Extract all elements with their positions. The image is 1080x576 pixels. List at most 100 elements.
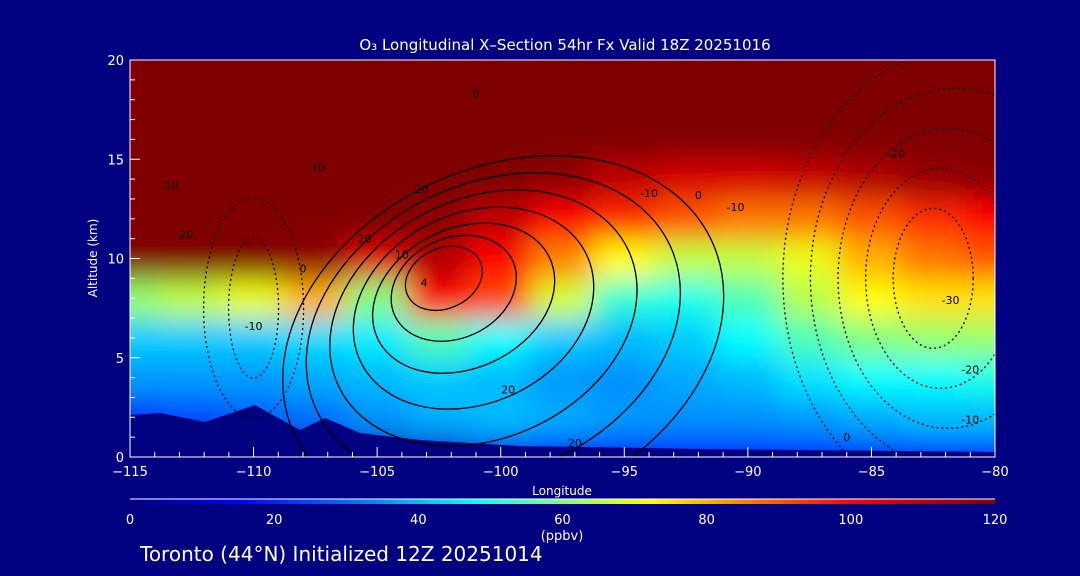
heatmap-cell: [839, 60, 904, 81]
heatmap-cell: [592, 317, 657, 359]
heatmap-cell: [530, 118, 595, 161]
contour-line: [390, 234, 517, 342]
contour-label: -30: [942, 294, 960, 307]
heatmap-cell: [468, 356, 533, 399]
heatmap-cell: [345, 60, 410, 81]
heatmap-cell: [130, 277, 162, 320]
contour-label: -20: [961, 364, 979, 377]
contour-line: [371, 222, 556, 374]
contour-label: -10: [161, 179, 179, 192]
heatmap-cell: [468, 237, 533, 280]
contour-label: -20: [175, 229, 193, 242]
heatmap-cell: [654, 356, 718, 399]
contour-label: 10: [311, 161, 325, 174]
terrain-mask: [130, 405, 995, 457]
x-tick-label: −90: [734, 465, 761, 480]
heatmap-cell: [901, 356, 966, 399]
x-tick-label: −115: [112, 465, 148, 480]
heatmap-cell: [530, 277, 595, 320]
contour-line: [227, 237, 280, 379]
heatmap-cell: [654, 237, 718, 280]
heatmap-cell: [777, 118, 842, 161]
heatmap-cell: [839, 158, 904, 200]
heatmap-cell: [468, 118, 533, 161]
heatmap-cell: [715, 197, 780, 240]
contour-label: 20: [415, 183, 429, 196]
heatmap-cell: [715, 317, 780, 359]
heatmap-cell: [901, 118, 966, 161]
heatmap-cell: [345, 356, 410, 399]
contour-line: [305, 172, 682, 457]
contour-label: -10: [961, 413, 979, 426]
heatmap-cell: [963, 118, 995, 161]
heatmap-cell: [221, 118, 286, 161]
contour-line: [782, 60, 909, 457]
heatmap-cell: [963, 317, 995, 359]
heatmap-cell: [654, 158, 718, 200]
contour-label: -20: [887, 147, 905, 160]
colorbar-units: (ppbv): [541, 529, 584, 544]
heatmap-cell: [777, 237, 842, 280]
heatmap-cell: [963, 60, 995, 81]
y-tick-label: 15: [107, 153, 124, 168]
colorbar-tick-label: 80: [698, 513, 715, 528]
heatmap-cell: [468, 396, 533, 439]
heatmap-cell: [715, 158, 780, 200]
heatmap-cell: [345, 277, 410, 320]
heatmap-cell: [159, 78, 224, 121]
contour-label: 20: [568, 437, 582, 450]
heatmap-cell: [221, 197, 286, 240]
heatmap-cell: [839, 197, 904, 240]
heatmap-cell: [345, 197, 410, 240]
heatmap-cell: [468, 317, 533, 359]
heatmap-cell: [130, 158, 162, 200]
x-tick-label: −110: [236, 465, 272, 480]
heatmap-cell: [159, 237, 224, 280]
heatmap-cell: [654, 78, 718, 121]
heatmap-cell: [901, 78, 966, 121]
heatmap-cell: [963, 277, 995, 320]
heatmap-cell: [901, 158, 966, 200]
heatmap-cell: [592, 78, 657, 121]
colorbar-tick-label: 0: [126, 513, 134, 528]
heatmap-cell: [530, 60, 595, 81]
heatmap-cell: [159, 197, 224, 240]
heatmap-cell: [963, 158, 995, 200]
contour-label: 20: [501, 384, 515, 397]
heatmap-cell: [963, 237, 995, 280]
heatmap-cell: [407, 118, 471, 161]
heatmap-cell: [530, 78, 595, 121]
heatmap-cell: [130, 356, 162, 399]
colorbar-tick-label: 20: [266, 513, 283, 528]
heatmap-cell: [468, 197, 533, 240]
heatmap-cell: [777, 396, 842, 439]
chart-title: O₃ Longitudinal X–Section 54hr Fx Valid …: [359, 36, 770, 54]
heatmap-cell: [715, 78, 780, 121]
contour-line: [202, 197, 305, 419]
contour-label: -10: [245, 320, 263, 333]
heatmap-cell: [468, 277, 533, 320]
heatmap-cell: [283, 60, 348, 81]
contour-label: 0: [300, 262, 307, 275]
heatmap-cell: [159, 277, 224, 320]
heatmap-cell: [592, 237, 657, 280]
heatmap-cell: [407, 237, 471, 280]
heatmap-cell: [283, 317, 348, 359]
heatmap-cell: [901, 396, 966, 439]
x-tick-label: −80: [981, 465, 1008, 480]
heatmap-cell: [468, 78, 533, 121]
heatmap-cell: [777, 277, 842, 320]
heatmap-cell: [130, 60, 162, 81]
heatmap-cell: [283, 277, 348, 320]
heatmap-cell: [345, 158, 410, 200]
heatmap-cell: [283, 118, 348, 161]
heatmap-cell: [407, 396, 471, 439]
heatmap-cell: [283, 158, 348, 200]
heatmap-cell: [221, 78, 286, 121]
heatmap-cell: [592, 60, 657, 81]
contour-line: [404, 245, 483, 312]
heatmap-cell: [407, 277, 471, 320]
y-tick-label: 0: [116, 451, 124, 466]
heatmap-cell: [345, 118, 410, 161]
heatmap-cell: [654, 317, 718, 359]
